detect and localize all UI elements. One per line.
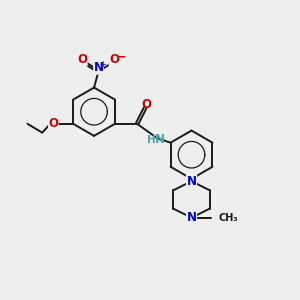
Text: CH₃: CH₃ xyxy=(218,213,238,223)
Text: −: − xyxy=(115,50,126,63)
Text: O: O xyxy=(77,53,87,66)
Text: N: N xyxy=(187,211,196,224)
Text: O: O xyxy=(109,53,119,66)
Text: +: + xyxy=(100,60,106,69)
Text: N: N xyxy=(94,61,103,74)
Text: O: O xyxy=(48,117,59,130)
Text: N: N xyxy=(187,175,196,188)
Text: O: O xyxy=(141,98,151,111)
Text: N: N xyxy=(155,134,165,146)
Text: H: H xyxy=(147,135,156,145)
